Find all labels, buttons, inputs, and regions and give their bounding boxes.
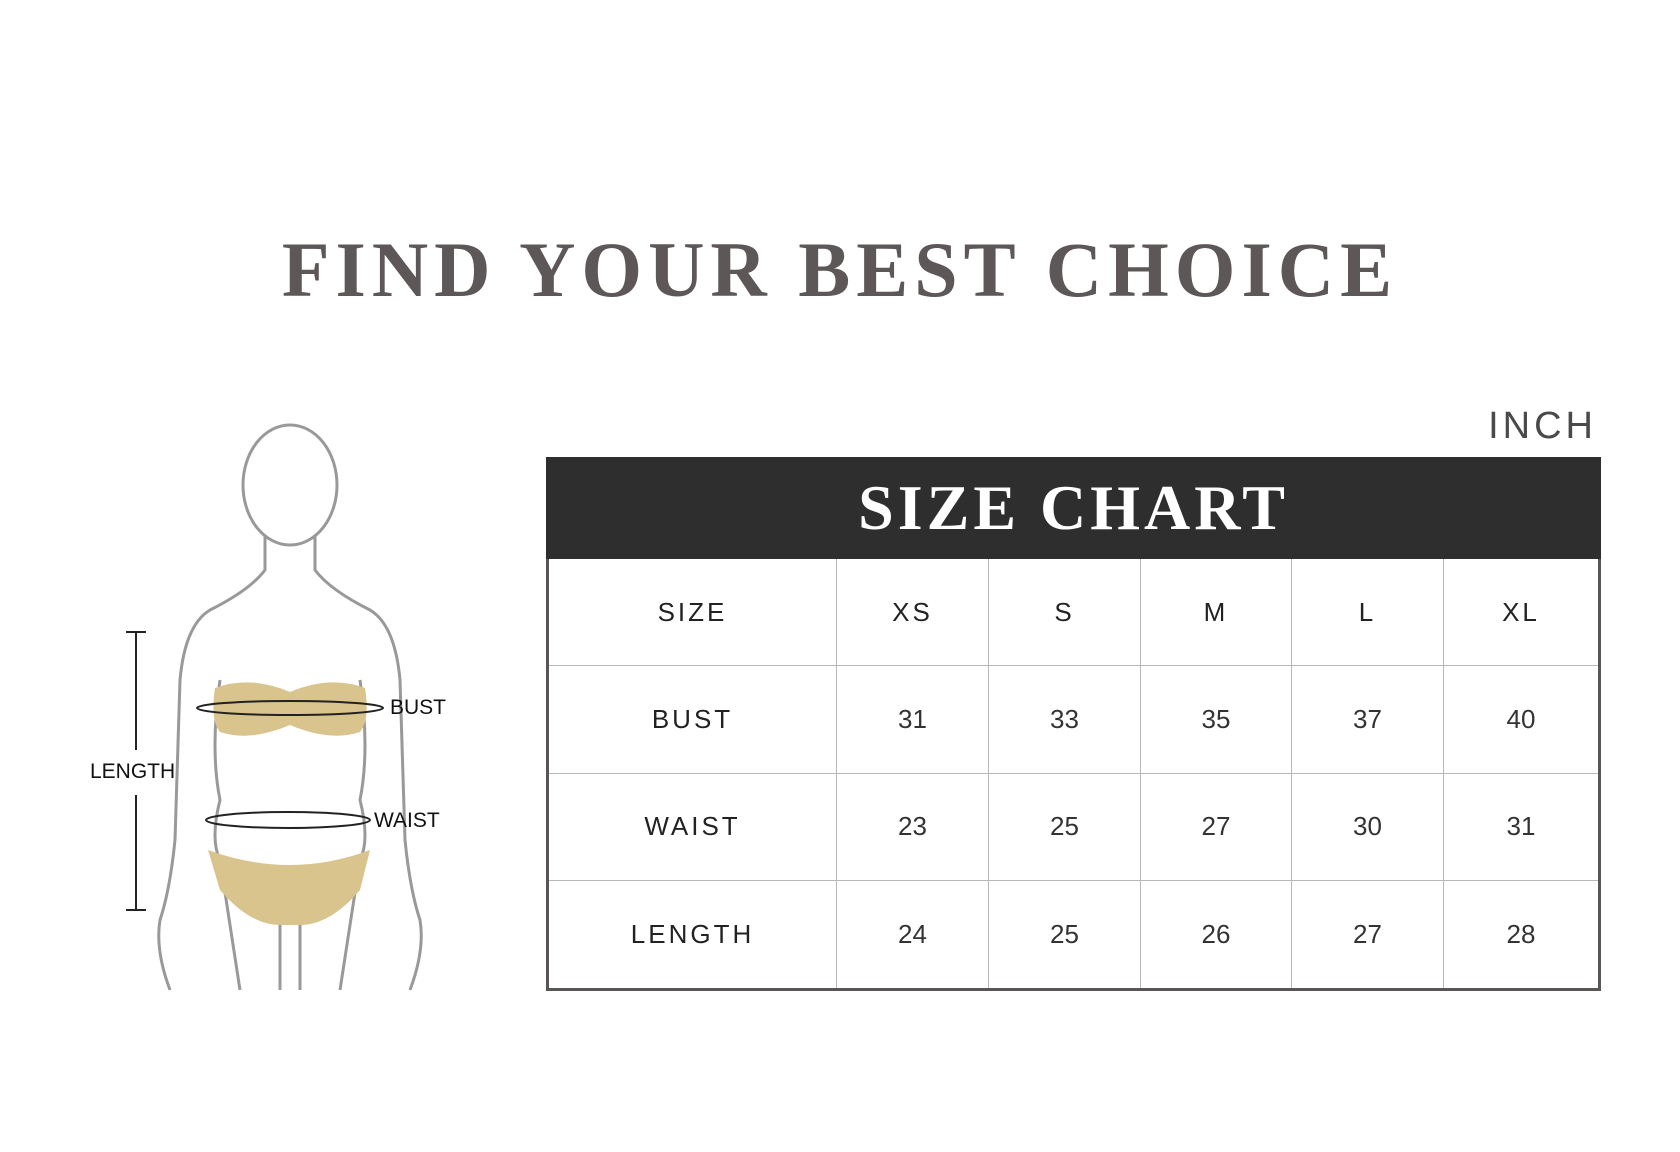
- body-outline-illustration: [126, 423, 423, 991]
- table-cell: 26: [1141, 880, 1292, 988]
- row-header: BUST: [549, 666, 837, 774]
- table-cell: 40: [1444, 666, 1598, 774]
- column-header: S: [989, 559, 1141, 667]
- row-header: WAIST: [549, 773, 837, 881]
- table-cell: 23: [837, 773, 989, 881]
- table-cell: 31: [837, 666, 989, 774]
- column-header: SIZE: [549, 559, 837, 667]
- table-cell: 28: [1506, 918, 1536, 949]
- table-cell: 25: [989, 880, 1141, 988]
- column-header: XS: [837, 559, 989, 667]
- table-cell: 37: [1292, 666, 1444, 774]
- table-cell: 30: [1292, 773, 1444, 881]
- size-chart-grid: SIZE XS S M L XL BUST 31 33 35 37 40 WAIST 23 25 27 30 31…: [549, 559, 1598, 988]
- size-chart-table: SIZE CHART SIZE XS S M L XL BUST 31 33 35 37 40 WAIS…: [546, 457, 1601, 991]
- column-header: XL: [1444, 559, 1598, 667]
- row-header: LENGTH: [549, 880, 837, 988]
- bust-label: BUST: [390, 696, 447, 719]
- size-chart-header: SIZE CHART: [546, 457, 1601, 559]
- page-title: FIND YOUR BEST CHOICE: [281, 226, 1399, 313]
- table-cell: 25: [989, 773, 1141, 881]
- column-header: M: [1141, 559, 1292, 667]
- table-cell: 27: [1292, 880, 1444, 988]
- length-label: LENGTH: [90, 760, 176, 783]
- column-header: L: [1292, 559, 1444, 667]
- body-measurement-figure: BUST WAIST LENGTH: [60, 420, 500, 1010]
- waist-label: WAIST: [374, 809, 440, 832]
- unit-label: INCH: [1488, 405, 1597, 447]
- table-cell: 35: [1141, 666, 1292, 774]
- table-cell: 31: [1444, 774, 1598, 881]
- table-cell: 24: [837, 880, 989, 988]
- table-cell: 27: [1141, 773, 1292, 881]
- table-cell: 33: [989, 666, 1141, 774]
